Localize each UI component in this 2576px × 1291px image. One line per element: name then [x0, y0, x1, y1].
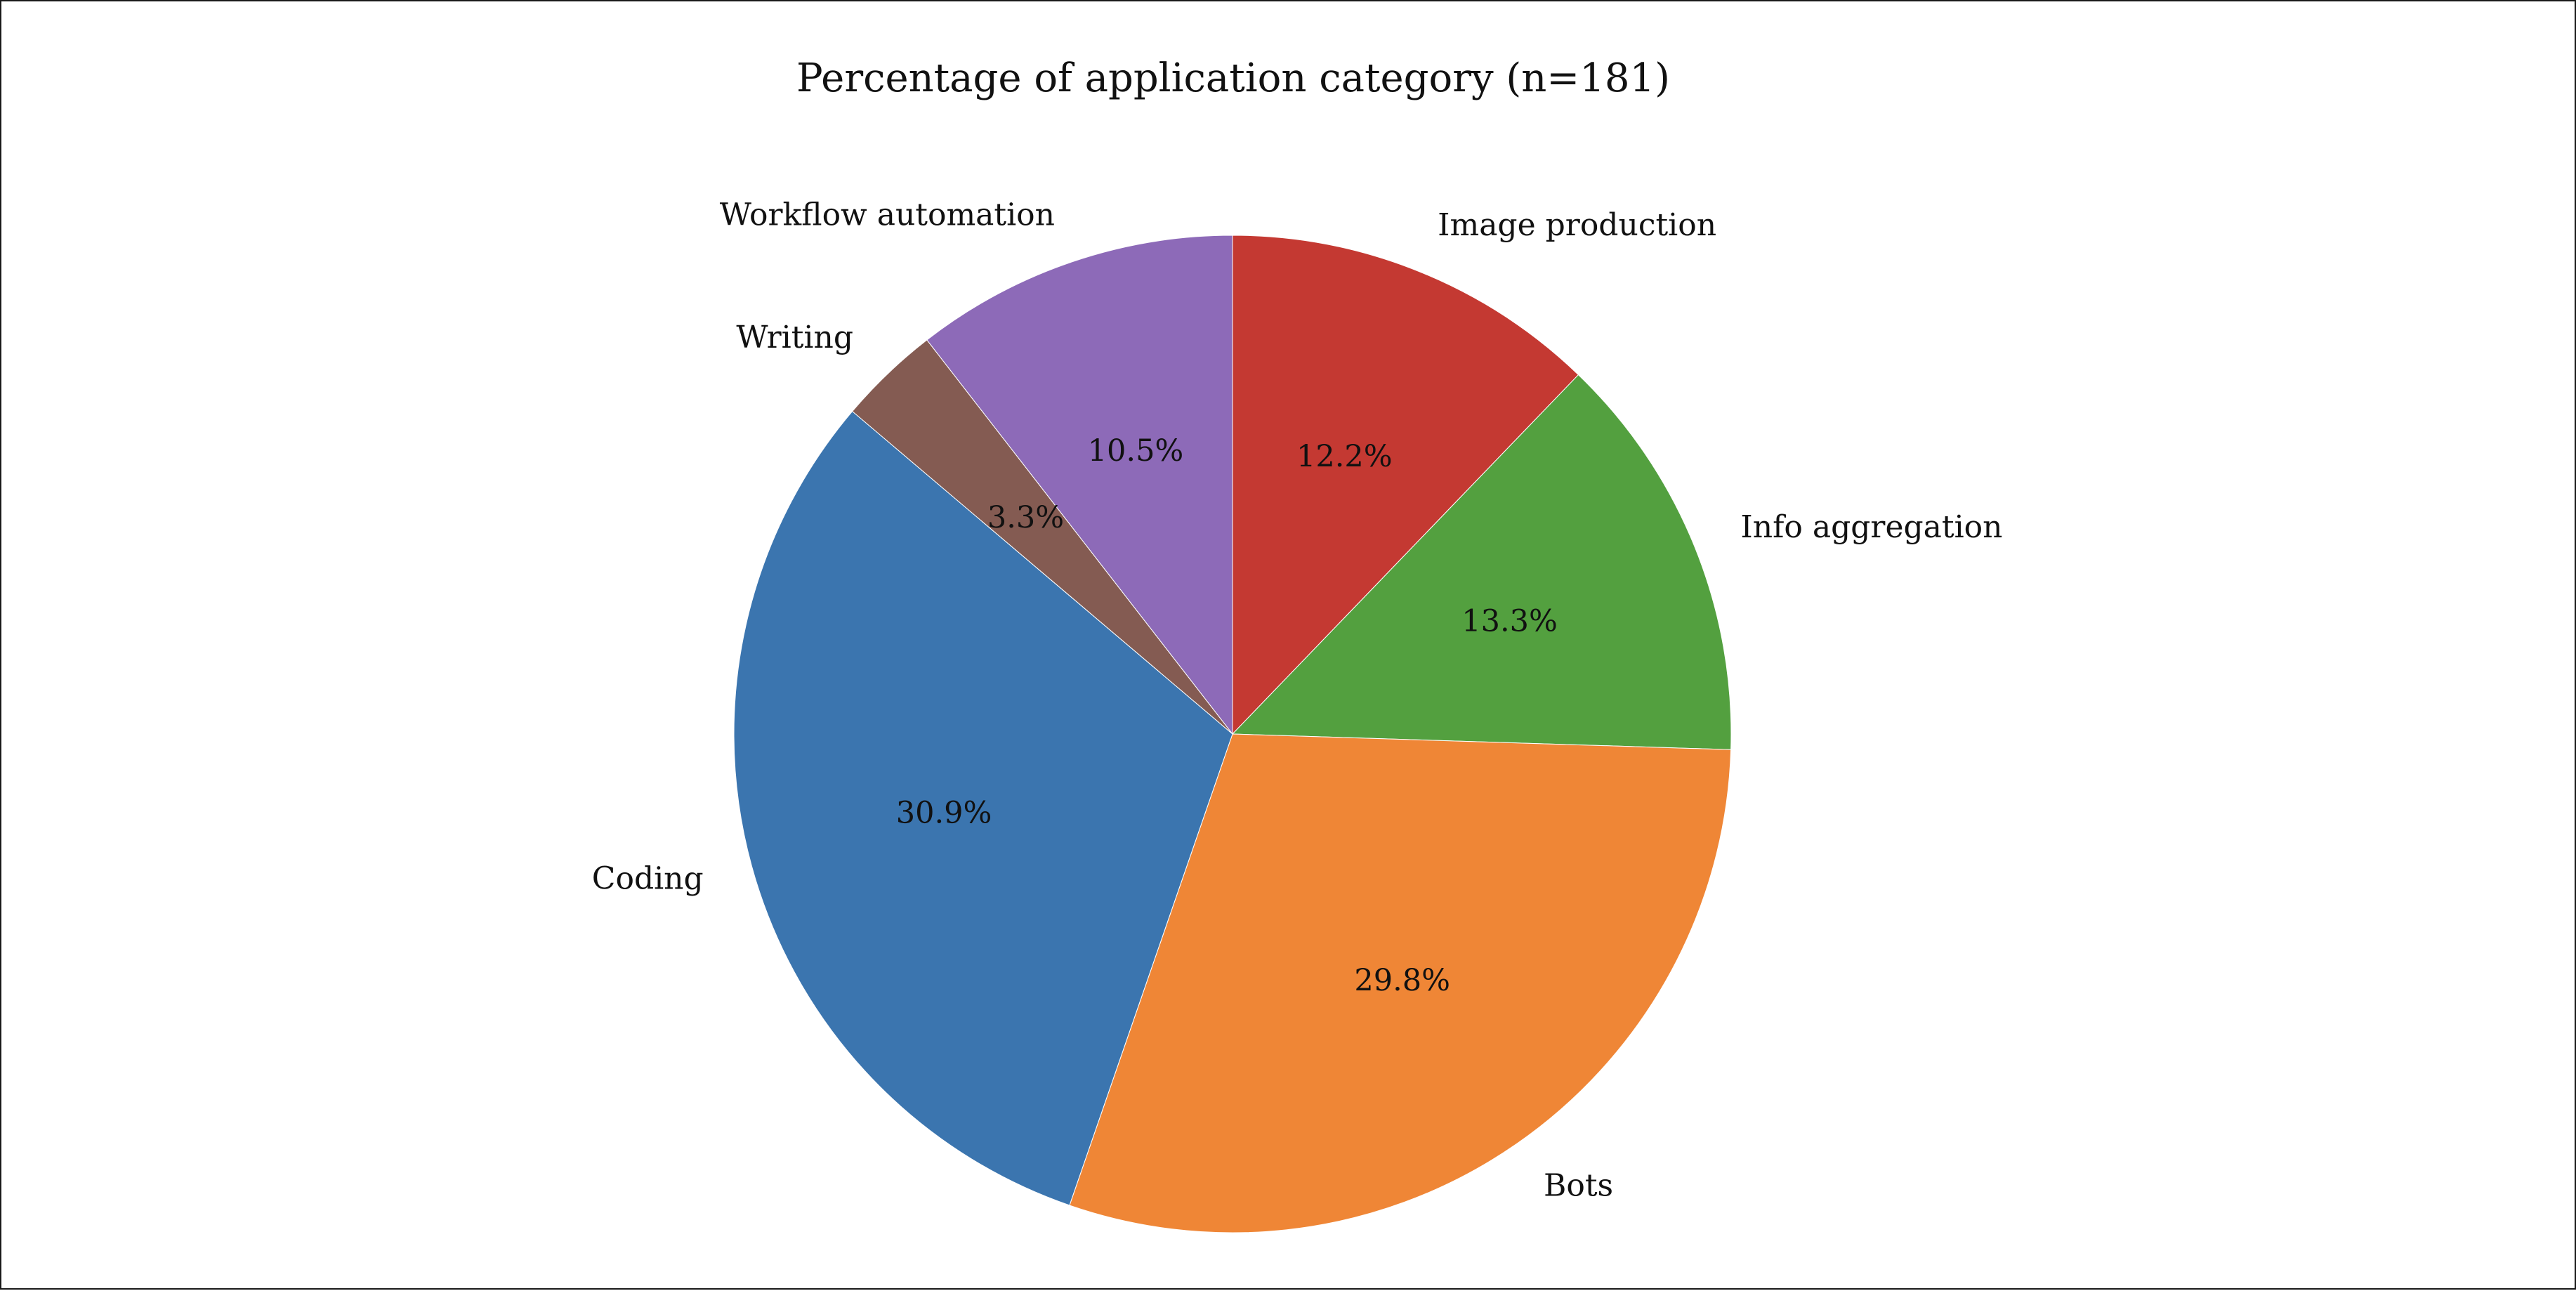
pie-slice-workflow-automation — [926, 235, 1233, 735]
category-label-info-aggregation: Info aggregation — [1740, 509, 2002, 545]
category-label-bots: Bots — [1544, 1168, 1613, 1204]
percent-labels: 12.2% 13.3% 29.8% 30.9% 3.3% 10.5% — [896, 433, 1558, 998]
category-labels: Image production Info aggregation Bots Codi… — [592, 197, 2003, 1204]
pct-label-info-aggregation: 13.3% — [1461, 604, 1558, 639]
pct-label-workflow-automation: 10.5% — [1088, 433, 1184, 468]
pct-label-writing: 3.3% — [987, 500, 1064, 535]
category-label-workflow-automation: Workflow automation — [720, 197, 1055, 233]
pct-label-coding: 30.9% — [896, 795, 992, 830]
pie-slice-bots — [1069, 733, 1732, 1233]
pie-slices — [733, 235, 1732, 1233]
category-label-image-production: Image production — [1438, 207, 1716, 243]
pie-slice-coding — [733, 410, 1233, 1206]
chart-title: Percentage of application category (n=18… — [796, 55, 1670, 101]
pct-label-bots: 29.8% — [1354, 963, 1450, 998]
pct-label-image-production: 12.2% — [1296, 439, 1393, 474]
category-label-coding: Coding — [592, 861, 704, 897]
category-label-writing: Writing — [736, 320, 853, 355]
pie-slice-info-aggregation — [1231, 374, 1732, 750]
pie-slice-image-production — [1232, 235, 1579, 735]
